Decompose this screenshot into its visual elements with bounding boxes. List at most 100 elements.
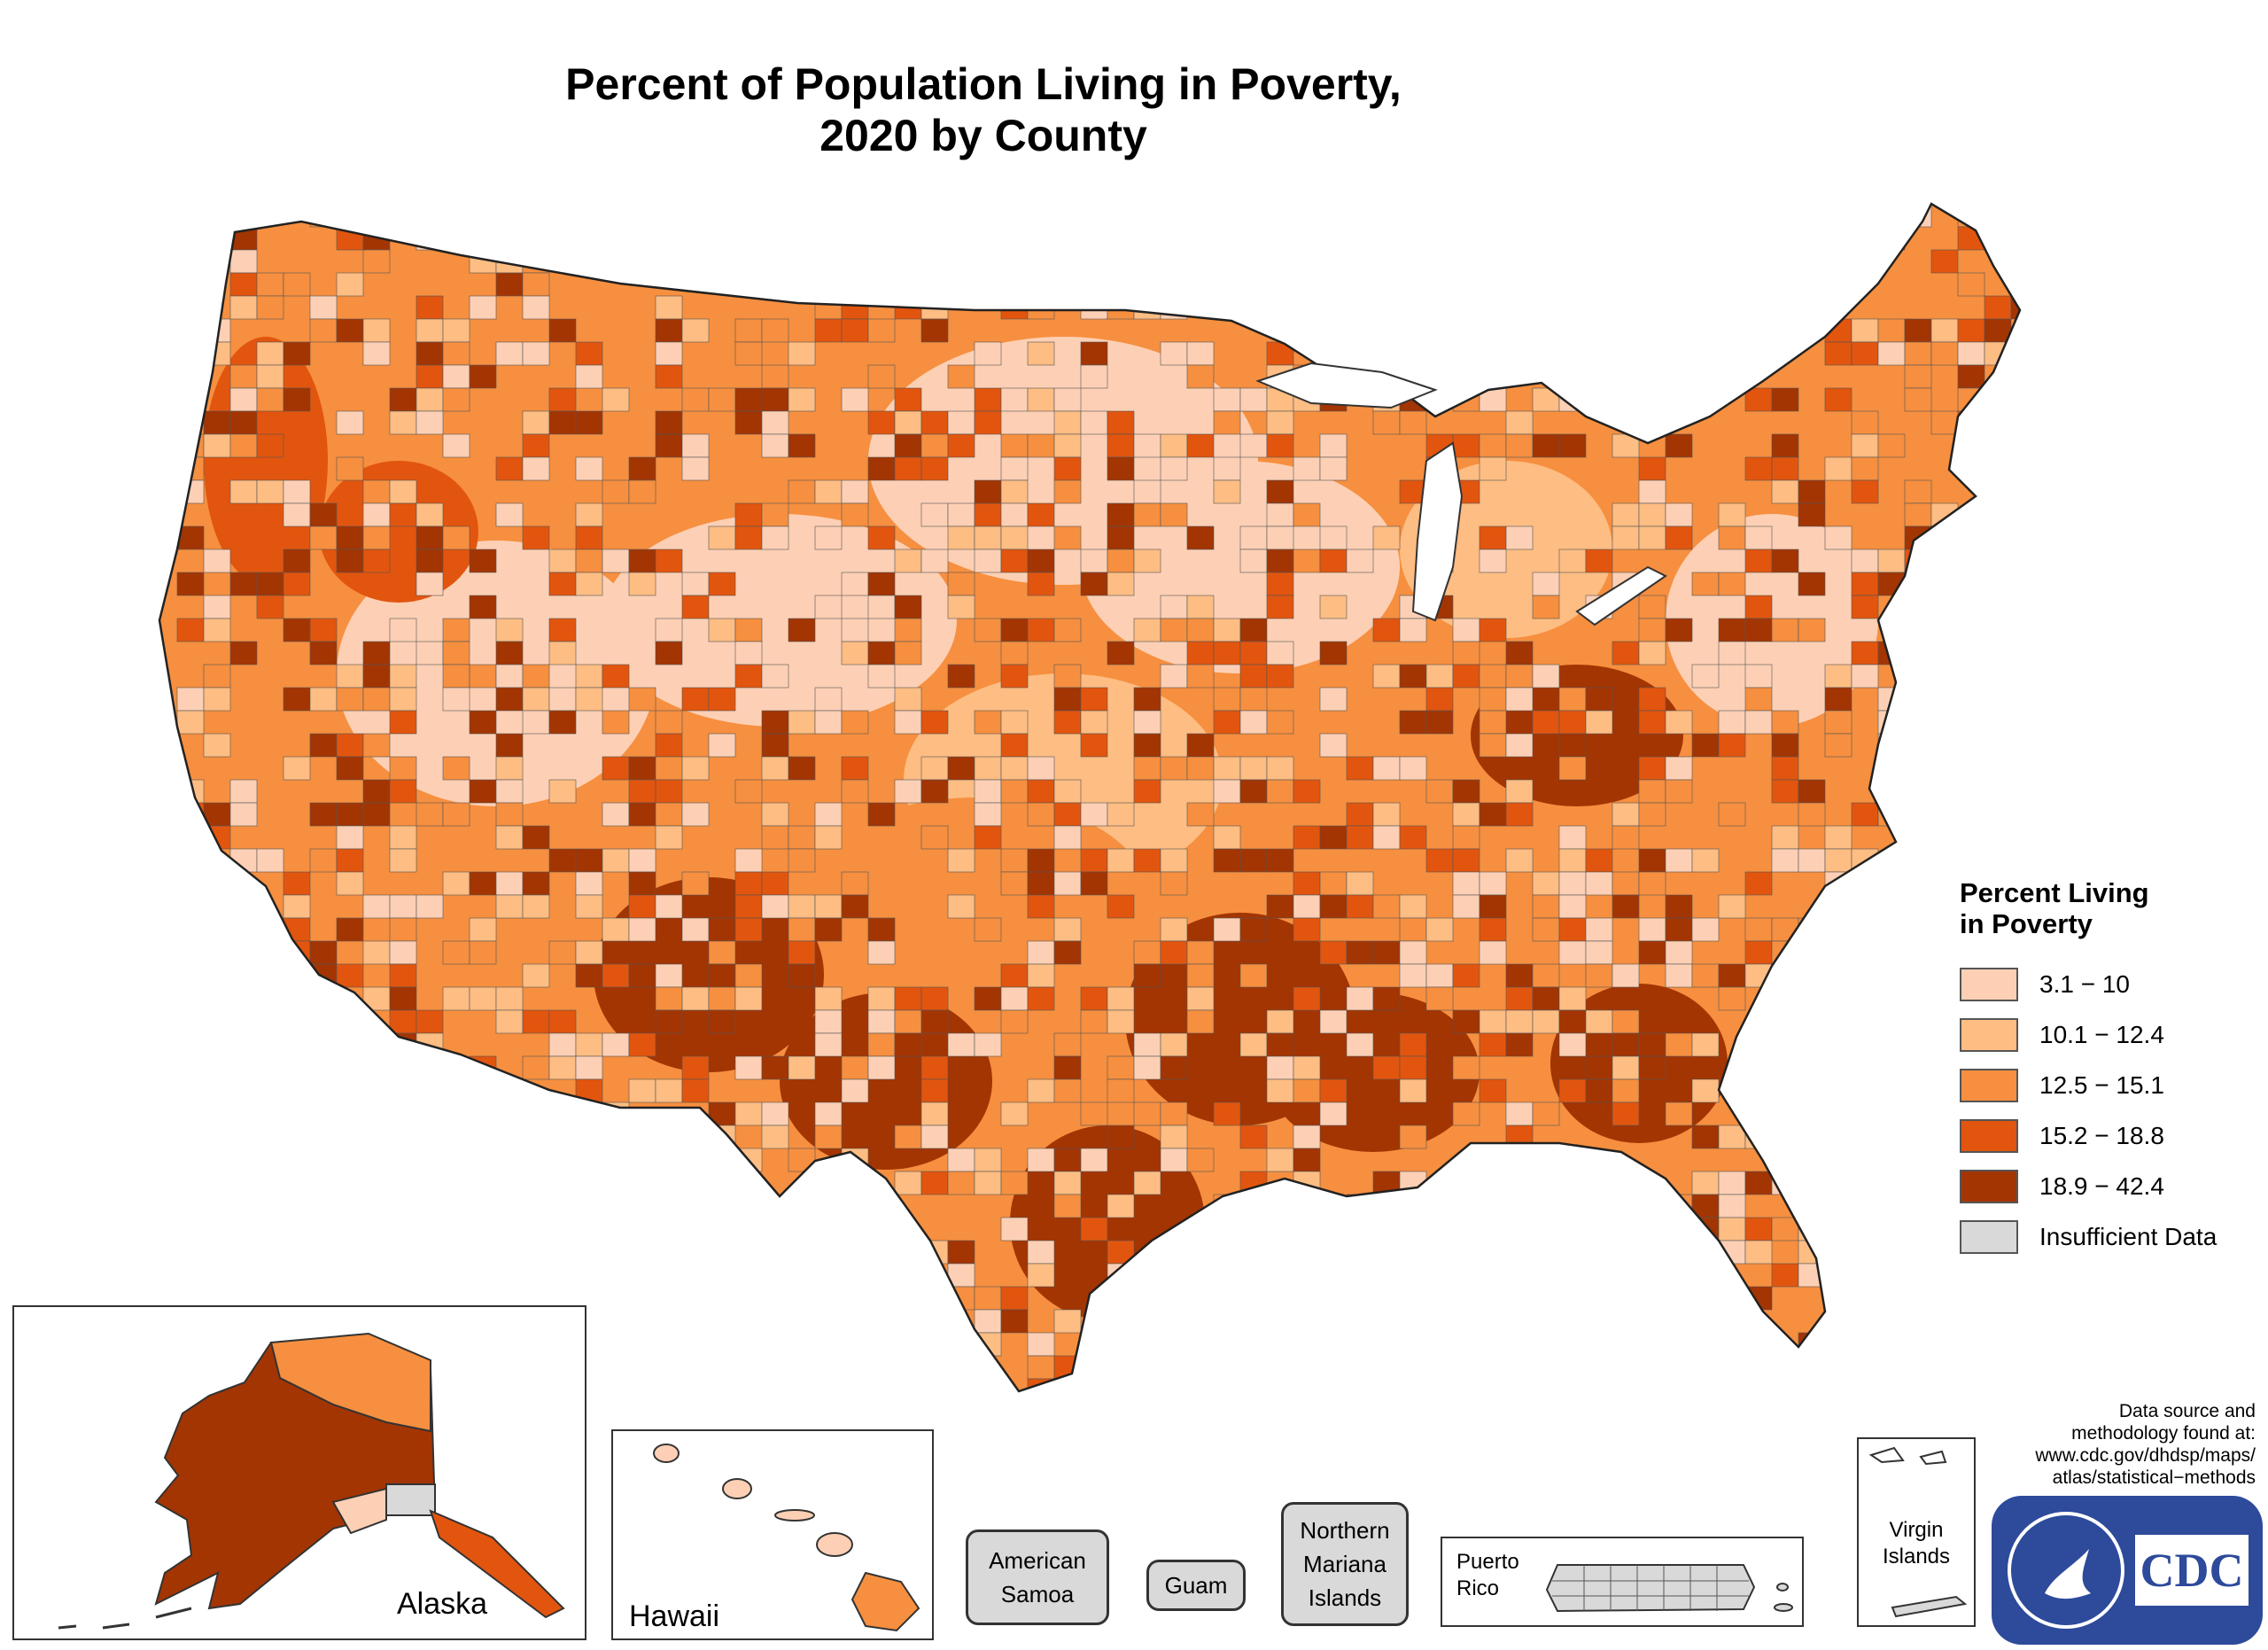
county-cell — [1213, 825, 1241, 850]
county-cell — [894, 433, 922, 458]
county-cell — [469, 710, 497, 735]
county-cell — [1080, 341, 1108, 366]
county-cell — [1372, 825, 1401, 850]
legend-label: 15.2 − 18.8 — [2039, 1121, 2164, 1149]
county-cell — [1319, 525, 1348, 550]
county-cell — [1186, 1332, 1215, 1357]
county-cell — [655, 710, 683, 735]
county-cell — [1372, 894, 1401, 919]
county-cell — [1851, 1032, 1879, 1057]
county-cell — [336, 525, 364, 550]
county-cell — [1877, 318, 1906, 343]
county-cell — [1904, 1194, 1932, 1218]
county-cell — [1399, 1286, 1427, 1311]
county-cell — [176, 871, 205, 896]
county-cell — [309, 1263, 338, 1288]
legend-item: 15.2 − 18.8 — [1960, 1110, 2252, 1161]
county-cell — [1771, 779, 1799, 804]
county-cell — [522, 525, 550, 550]
county-cell — [1319, 549, 1348, 573]
county-cell — [1239, 710, 1268, 735]
county-cell — [548, 410, 577, 435]
county-cell — [1851, 1355, 1879, 1380]
county-cell — [1851, 1309, 1879, 1334]
county-cell — [362, 479, 391, 504]
county-cell — [1266, 595, 1294, 619]
county-cell — [1744, 687, 1773, 712]
county-cell — [1665, 204, 1693, 228]
county-cell — [1638, 456, 1666, 481]
county-cell — [1718, 802, 1746, 827]
county-cell — [761, 502, 789, 527]
county-cell — [1505, 1332, 1534, 1357]
county-cell — [229, 1148, 258, 1172]
data-source-line4[interactable]: atlas/statistical−methods — [2052, 1467, 2256, 1488]
county-cell — [947, 525, 975, 550]
county-cell — [1718, 1378, 1746, 1391]
county-cell — [336, 802, 364, 827]
county-cell — [1824, 733, 1852, 758]
county-cell — [522, 1171, 550, 1195]
county-cell — [548, 641, 577, 665]
county-cell — [495, 1263, 524, 1288]
county-cell — [894, 1009, 922, 1034]
county-cell — [1186, 1009, 1215, 1034]
county-cell — [947, 572, 975, 596]
county-cell — [1213, 1378, 1241, 1391]
county-cell — [1585, 687, 1613, 712]
county-cell — [1558, 1194, 1587, 1218]
county-cell — [256, 341, 284, 366]
county-cell — [1399, 1125, 1427, 1149]
county-cell — [1691, 226, 1720, 251]
county-cell — [283, 479, 311, 504]
county-cell — [681, 1171, 710, 1195]
county-cell — [1399, 1378, 1427, 1391]
county-cell — [1984, 318, 2012, 343]
virgin-islands-inset: Virgin Islands — [1857, 1437, 1976, 1627]
data-source-line3[interactable]: www.cdc.gov/dhdsp/maps/ — [2035, 1445, 2256, 1466]
county-cell — [1744, 525, 1773, 550]
county-cell — [1319, 641, 1348, 665]
county-cell — [1027, 1378, 1055, 1391]
county-cell — [974, 549, 1002, 573]
county-cell — [1107, 410, 1135, 435]
county-cell — [229, 1078, 258, 1103]
county-cell — [1080, 572, 1108, 596]
county-cell — [1053, 825, 1082, 850]
county-cell — [1665, 249, 1693, 274]
county-cell — [1798, 1217, 1826, 1241]
county-cell — [1718, 1332, 1746, 1357]
county-cell — [1984, 1286, 2012, 1311]
county-cell — [947, 1171, 975, 1195]
county-cell — [362, 249, 391, 274]
county-cell — [1293, 1355, 1321, 1380]
hawaii-label: Hawaii — [629, 1599, 720, 1633]
county-cell — [1133, 848, 1161, 873]
county-cell — [309, 687, 338, 712]
county-cell — [1372, 1055, 1401, 1080]
county-cell — [389, 710, 417, 735]
county-cell — [841, 1078, 869, 1103]
county-cell — [1532, 1101, 1560, 1126]
county-cell — [336, 963, 364, 988]
county-cell — [1080, 364, 1108, 389]
county-cell — [734, 894, 763, 919]
county-cell — [229, 364, 258, 389]
county-cell — [1107, 986, 1135, 1011]
county-cell — [1585, 940, 1613, 965]
county-cell — [1824, 1101, 1852, 1126]
county-cell — [416, 572, 444, 596]
county-cell — [416, 318, 444, 343]
county-cell — [734, 618, 763, 642]
county-cell — [1000, 1286, 1029, 1311]
county-cell — [602, 1148, 630, 1172]
county-cell — [389, 1240, 417, 1265]
county-cell — [176, 204, 205, 228]
legend-label: 10.1 − 12.4 — [2039, 1020, 2164, 1048]
county-cell — [389, 1055, 417, 1080]
county-cell — [1532, 963, 1560, 988]
county-cell — [1479, 618, 1507, 642]
county-cell — [1532, 1332, 1560, 1357]
county-cell — [159, 226, 178, 251]
county-cell — [1293, 871, 1321, 896]
